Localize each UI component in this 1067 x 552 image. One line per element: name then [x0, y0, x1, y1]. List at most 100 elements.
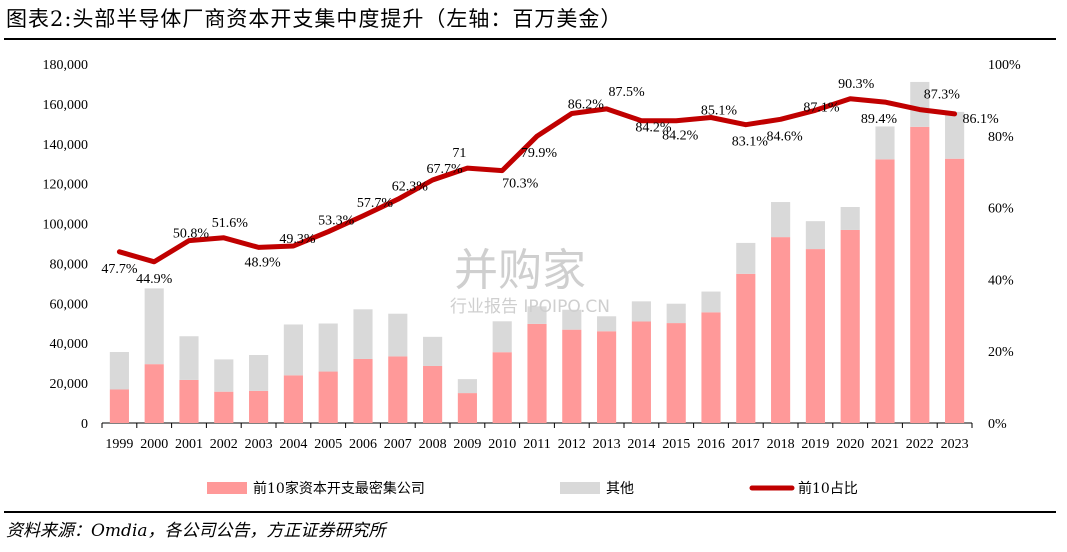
left-axis-tick-label: 20,000 [50, 377, 89, 392]
share-data-label: 79.9% [521, 146, 558, 161]
bar-other [945, 111, 965, 159]
share-data-label: 71 [452, 146, 466, 161]
bar-other [910, 81, 930, 127]
bar-other [388, 313, 408, 357]
bar-top10 [771, 237, 791, 423]
bar-top10 [527, 323, 547, 423]
bars [109, 81, 965, 423]
bar-top10 [492, 352, 512, 423]
share-data-label: 67.7% [427, 162, 464, 177]
bar-top10 [597, 331, 617, 423]
share-data-label: 85.1% [701, 103, 738, 118]
bar-other [283, 324, 303, 376]
x-axis-tick-label: 2018 [767, 437, 795, 452]
bar-top10 [179, 379, 199, 423]
share-data-label: 90.3% [838, 77, 875, 92]
bar-top10 [109, 389, 129, 423]
share-data-label: 44.9% [136, 272, 173, 287]
legend-swatch-top10 [207, 482, 247, 494]
bar-top10 [353, 358, 373, 423]
right-axis-tick-label: 40% [988, 273, 1014, 288]
bar-other [597, 316, 617, 332]
x-axis-tick-label: 2010 [488, 437, 516, 452]
bar-top10 [945, 158, 965, 423]
watermark-main: 并购家 [454, 245, 586, 296]
share-data-label: 86.2% [568, 98, 605, 113]
bar-other [701, 291, 721, 313]
x-axis-tick-label: 2000 [140, 437, 168, 452]
x-axis-tick-label: 2008 [419, 437, 447, 452]
share-data-label: 57.7% [357, 196, 394, 211]
share-data-label: 84.6% [767, 129, 804, 144]
share-data-label: 84.2% [635, 121, 672, 136]
bar-other [805, 221, 825, 250]
bar-top10 [631, 321, 651, 423]
bar-top10 [249, 390, 269, 423]
x-axis-tick-label: 2006 [349, 437, 377, 452]
watermark: 并购家 行业报告 IPOIPO.CN [450, 245, 610, 317]
chart: 0 20,000 40,000 60,000 80,000 100,000 120,000 1… [43, 58, 1022, 497]
left-axis-tick-label: 120,000 [43, 178, 89, 193]
bar-other [109, 351, 129, 390]
share-data-label: 87.3% [924, 88, 961, 103]
bar-top10 [840, 229, 860, 423]
bar-other [840, 207, 860, 230]
x-axis-tick-label: 2012 [558, 437, 586, 452]
chart-title: 图表2:头部半导体厂商资本开支集中度提升（左轴：百万美金） [6, 7, 623, 31]
x-axis-tick-label: 2019 [801, 437, 829, 452]
legend-label-other: 其他 [606, 481, 634, 497]
bar-top10 [805, 249, 825, 423]
x-axis-tick-label: 2021 [871, 437, 899, 452]
x-axis-tick-label: 2005 [314, 437, 342, 452]
bar-other [353, 309, 373, 359]
bar-top10 [910, 126, 930, 423]
share-data-label: 49.3% [279, 232, 316, 247]
bar-top10 [144, 364, 164, 423]
x-axis-tick-label: 2003 [245, 437, 273, 452]
share-data-label: 51.6% [212, 216, 249, 231]
x-axis-tick-label: 2013 [593, 437, 621, 452]
bar-top10 [214, 391, 234, 423]
x-axis-tick-label: 2009 [453, 437, 481, 452]
left-axis-tick-label: 60,000 [50, 297, 89, 312]
left-axis-tick-label: 80,000 [50, 257, 89, 272]
bar-other [318, 323, 338, 372]
bar-other [214, 359, 234, 392]
bar-other [736, 242, 756, 274]
bar-other [631, 301, 651, 322]
x-axis-tick-label: 2002 [210, 437, 238, 452]
bar-other [771, 202, 791, 238]
share-data-label: 70.3% [502, 177, 539, 192]
share-data-label: 86.1% [963, 112, 1000, 127]
axes: 0 20,000 40,000 60,000 80,000 100,000 120,000 1… [43, 58, 1022, 452]
legend-label-share: 前10占比 [798, 480, 858, 497]
share-data-label: 62.3% [392, 179, 429, 194]
right-axis-tick-label: 20% [988, 345, 1014, 360]
right-axis-tick-label: 100% [988, 58, 1021, 73]
x-axis-tick-label: 2015 [662, 437, 690, 452]
bar-top10 [388, 356, 408, 423]
bar-top10 [562, 329, 582, 423]
x-axis-tick-label: 2016 [697, 437, 725, 452]
left-axis-tick-label: 100,000 [43, 218, 89, 233]
bar-other [562, 309, 582, 330]
x-axis-tick-label: 2011 [523, 437, 550, 452]
bar-top10 [736, 273, 756, 423]
bar-other [527, 306, 547, 324]
share-data-label: 50.8% [173, 227, 210, 242]
share-data-label: 83.1% [732, 135, 769, 150]
left-axis-tick-label: 40,000 [50, 337, 89, 352]
bar-other [179, 336, 199, 380]
top-rule [4, 38, 1056, 40]
legend-swatch-other [560, 482, 600, 494]
bar-other [875, 126, 895, 160]
left-axis-tick-label: 180,000 [43, 58, 89, 73]
bar-other [457, 379, 477, 394]
bar-other [666, 303, 686, 324]
x-axis-tick-label: 2001 [175, 437, 203, 452]
x-axis-tick-label: 1999 [105, 437, 133, 452]
share-labels: 47.7%44.9% 50.8%51.6% 48.9% 49.3%53.3%57.7%… [101, 77, 999, 287]
bar-top10 [701, 312, 721, 423]
x-axis-tick-label: 2020 [836, 437, 864, 452]
bar-top10 [875, 159, 895, 423]
